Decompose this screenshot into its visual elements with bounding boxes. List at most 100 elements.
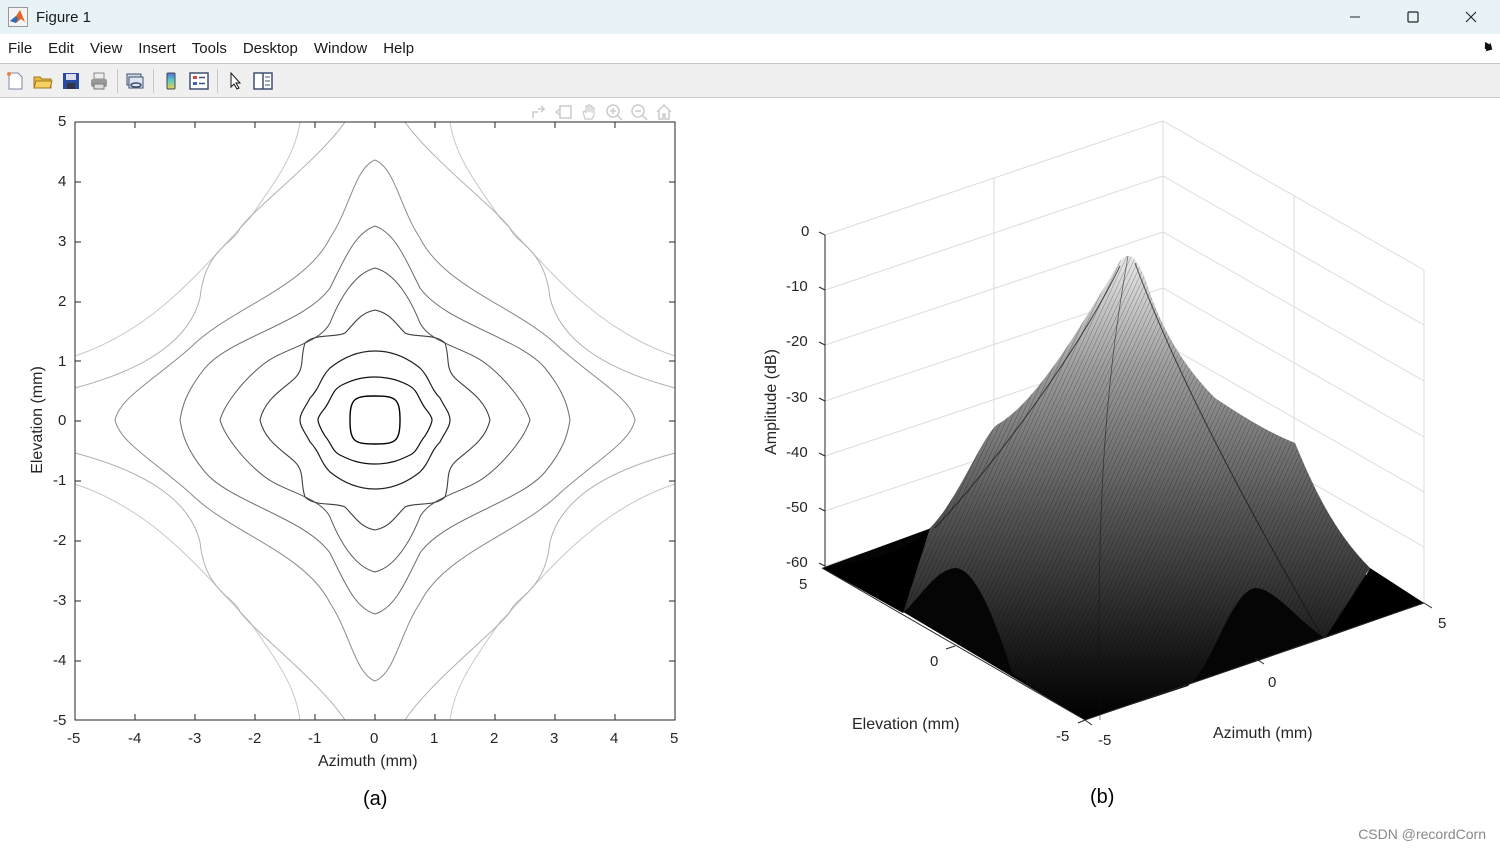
menu-insert[interactable]: Insert bbox=[138, 40, 176, 57]
z-tick-b: -40 bbox=[786, 444, 808, 461]
azimuth-axis-label-b: Azimuth (mm) bbox=[1213, 725, 1313, 742]
z-tick-b: -20 bbox=[786, 333, 808, 350]
azimuth-tick-b: -5 bbox=[1098, 732, 1112, 749]
menu-file[interactable]: File bbox=[8, 40, 33, 57]
x-tick-a: -1 bbox=[308, 730, 322, 747]
axes-toolbar bbox=[526, 102, 676, 122]
axes-box-a bbox=[74, 121, 676, 721]
azimuth-tick-b: 0 bbox=[1268, 674, 1277, 691]
open-file-icon bbox=[33, 76, 53, 88]
elevation-tick-b: 0 bbox=[930, 653, 939, 670]
zoom-out-button[interactable] bbox=[626, 102, 651, 122]
maximize-button[interactable] bbox=[1384, 0, 1442, 34]
link-plot-icon bbox=[126, 73, 144, 88]
insert-legend-button[interactable] bbox=[187, 69, 211, 93]
x-tick-a: -2 bbox=[248, 730, 262, 747]
caption-a: (a) bbox=[363, 788, 388, 810]
elevation-axis-label-b: Elevation (mm) bbox=[852, 716, 960, 733]
y-tick-a: -3 bbox=[53, 592, 67, 609]
save-button[interactable] bbox=[59, 69, 83, 93]
insert-colorbar-button[interactable] bbox=[159, 69, 183, 93]
x-tick-a: 4 bbox=[610, 730, 619, 747]
x-tick-a: -3 bbox=[188, 730, 202, 747]
menu-desktop[interactable]: Desktop bbox=[242, 40, 298, 57]
x-tick-a: 3 bbox=[550, 730, 559, 747]
x-tick-a: 2 bbox=[490, 730, 499, 747]
print-icon bbox=[91, 72, 107, 89]
link-plot-button[interactable] bbox=[123, 69, 147, 93]
property-inspector-icon bbox=[253, 71, 273, 90]
pan-button[interactable] bbox=[576, 102, 601, 122]
contour-lines bbox=[74, 121, 676, 721]
brush-button[interactable] bbox=[551, 102, 576, 122]
home-icon bbox=[655, 103, 672, 120]
x-tick-a: 0 bbox=[370, 730, 379, 747]
edit-plot-button[interactable] bbox=[223, 69, 247, 93]
y-tick-a: -1 bbox=[53, 472, 67, 489]
x-tick-a: -4 bbox=[128, 730, 142, 747]
window-title: Figure 1 bbox=[36, 8, 92, 26]
new-figure-button[interactable] bbox=[3, 69, 27, 93]
zoom-in-icon bbox=[605, 104, 623, 121]
export-button[interactable] bbox=[526, 102, 551, 122]
menu-window[interactable]: Window bbox=[313, 40, 368, 57]
y-tick-a: 4 bbox=[58, 173, 67, 190]
menu-help[interactable]: Help bbox=[383, 40, 415, 57]
menu-bar: File Edit View Insert Tools Desktop Wind… bbox=[0, 34, 1500, 64]
x-tick-a: 5 bbox=[670, 730, 679, 747]
z-tick-b: 0 bbox=[801, 223, 810, 240]
y-tick-a: 2 bbox=[58, 293, 67, 310]
z-tick-b: -50 bbox=[786, 499, 808, 516]
print-button[interactable] bbox=[87, 69, 111, 93]
toolbar-separator bbox=[153, 68, 154, 93]
y-tick-a: 3 bbox=[58, 233, 67, 250]
figure-toolbar bbox=[0, 64, 1500, 98]
minimize-icon bbox=[1350, 16, 1360, 18]
contour-plot-a[interactable] bbox=[0, 98, 740, 849]
home-button[interactable] bbox=[651, 102, 676, 122]
z-tick-b: -10 bbox=[786, 278, 808, 295]
elevation-tick-b: 5 bbox=[799, 576, 808, 593]
open-file-button[interactable] bbox=[31, 69, 55, 93]
new-figure-icon bbox=[7, 71, 23, 89]
y-tick-a: -4 bbox=[53, 652, 67, 669]
save-icon bbox=[63, 72, 79, 89]
toolbar-separator bbox=[217, 68, 218, 93]
y-tick-a: 1 bbox=[58, 353, 67, 370]
y-axis-label-a: Elevation (mm) bbox=[29, 366, 46, 474]
matlab-logo-icon bbox=[8, 7, 28, 27]
close-button[interactable] bbox=[1442, 0, 1500, 34]
x-tick-a: 1 bbox=[430, 730, 439, 747]
dock-figure-icon[interactable] bbox=[1482, 42, 1494, 52]
z-axis-label-b: Amplitude (dB) bbox=[763, 349, 780, 455]
y-tick-a: 0 bbox=[58, 412, 67, 429]
brush-icon bbox=[554, 105, 572, 119]
menu-tools[interactable]: Tools bbox=[191, 40, 227, 57]
property-inspector-button[interactable] bbox=[251, 69, 275, 93]
close-icon bbox=[1465, 11, 1477, 23]
export-icon bbox=[531, 105, 546, 118]
zoom-out-icon bbox=[630, 104, 648, 121]
pan-icon bbox=[581, 104, 595, 120]
menu-edit[interactable]: Edit bbox=[48, 40, 75, 57]
ticks-a bbox=[75, 122, 675, 720]
figure-canvas: -5 -4 -3 -2 -1 0 1 2 3 4 5 5 4 3 2 1 0 -… bbox=[0, 98, 1500, 849]
toolbar-separator bbox=[117, 68, 118, 93]
elevation-tick-b: -5 bbox=[1056, 728, 1070, 745]
maximize-icon bbox=[1407, 11, 1419, 23]
y-tick-a: -5 bbox=[53, 712, 67, 729]
x-tick-a: -5 bbox=[67, 730, 81, 747]
title-bar: Figure 1 bbox=[0, 0, 1500, 34]
z-tick-b: -60 bbox=[786, 554, 808, 571]
y-tick-a: -2 bbox=[53, 532, 67, 549]
surface-mesh bbox=[822, 255, 1424, 721]
watermark: CSDN @recordCorn bbox=[1358, 826, 1486, 842]
legend-icon bbox=[189, 71, 209, 90]
z-tick-b: -30 bbox=[786, 389, 808, 406]
caption-b: (b) bbox=[1090, 786, 1115, 808]
zoom-in-button[interactable] bbox=[601, 102, 626, 122]
minimize-button[interactable] bbox=[1326, 0, 1384, 34]
menu-view[interactable]: View bbox=[90, 40, 123, 57]
surface-plot-b[interactable] bbox=[740, 98, 1500, 849]
